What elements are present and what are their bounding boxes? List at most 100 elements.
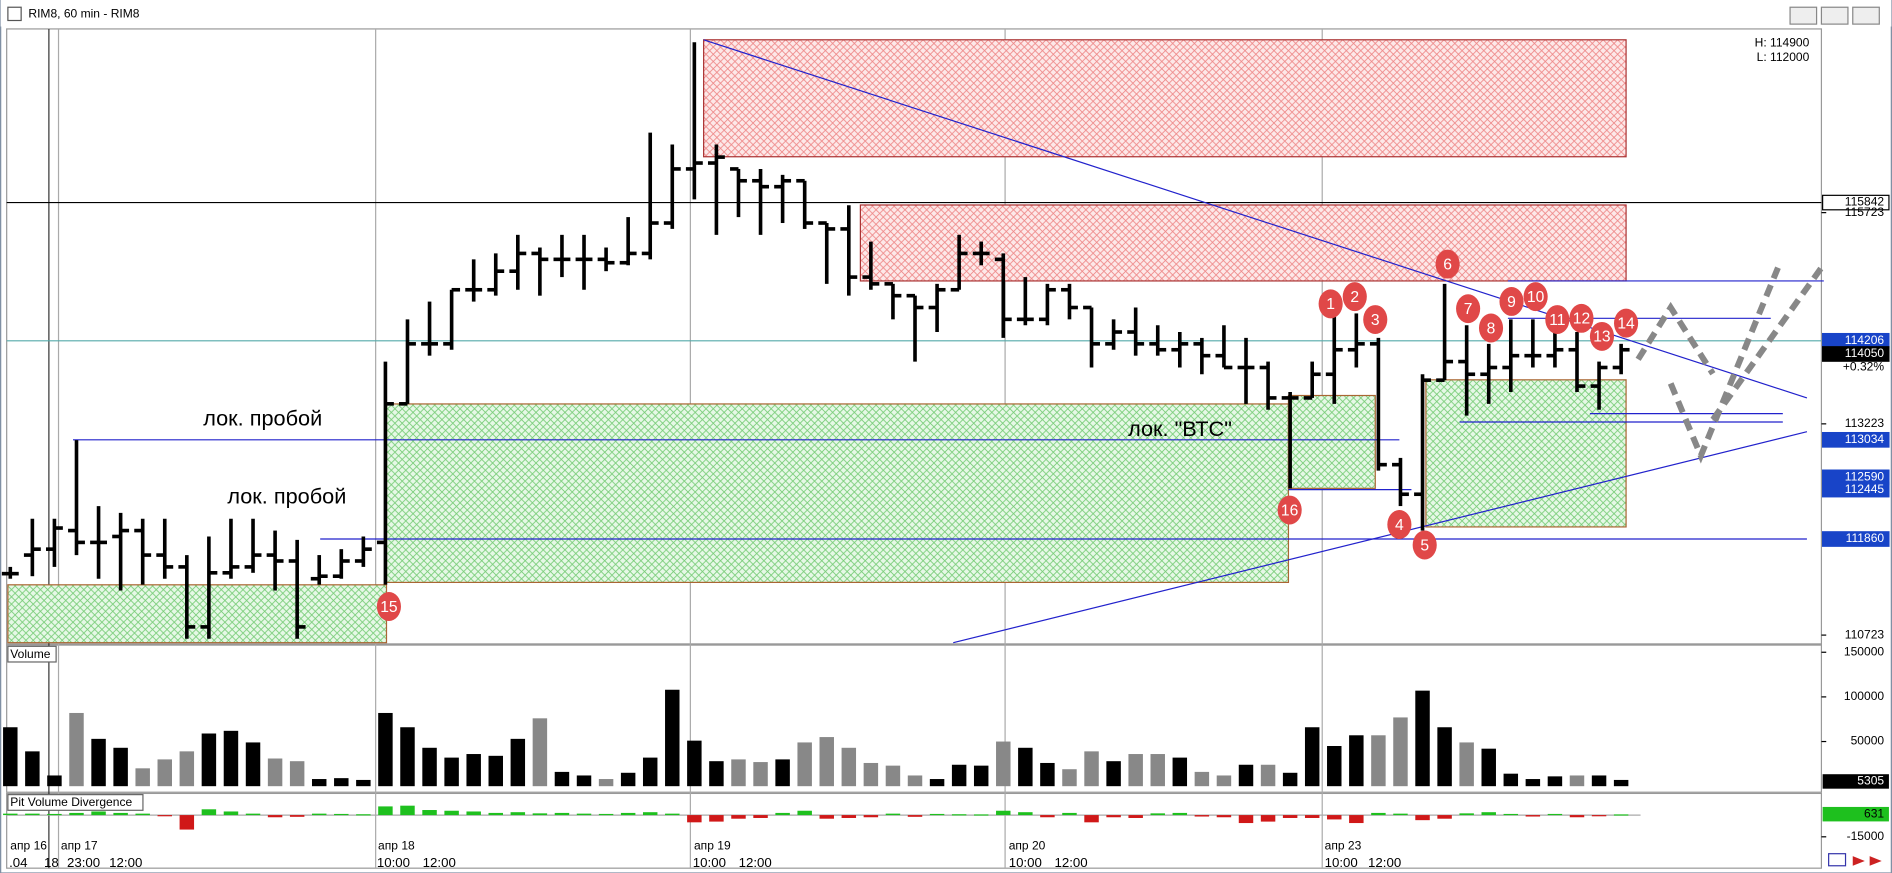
- divergence-bar: [245, 813, 261, 816]
- divergence-bar: [973, 814, 989, 816]
- marker-label: 12: [1573, 311, 1590, 328]
- divergence-bar: [1282, 815, 1298, 818]
- divergence-bar: [3, 813, 18, 816]
- divergence-bar: [1172, 812, 1188, 816]
- volume-bar: [1172, 757, 1188, 787]
- divergence-bar: [797, 810, 812, 816]
- link-icon[interactable]: [1828, 853, 1847, 867]
- last-label: 5305: [1857, 774, 1884, 788]
- marker-badge: [1499, 286, 1524, 316]
- marker-badge: [1456, 294, 1481, 324]
- divergence-bar: [223, 811, 239, 816]
- divergence-bar: [378, 806, 393, 816]
- marker-label: 15: [380, 599, 398, 616]
- time-label: 12:00: [739, 855, 772, 870]
- divergence-bar: [422, 810, 437, 816]
- volume-bar: [422, 747, 437, 787]
- date-label: апр 23: [1325, 839, 1362, 853]
- level-label: 112590: [1845, 470, 1885, 484]
- volume-bar: [157, 759, 172, 787]
- divergence-bar: [1349, 815, 1364, 824]
- divergence-bar: [1062, 812, 1077, 816]
- time-label: 12:00: [423, 855, 456, 870]
- marker-label: 7: [1464, 301, 1473, 318]
- volume-bar: [665, 689, 680, 787]
- time-label: 10:00: [377, 855, 410, 870]
- toolbar-icons: [1828, 853, 1882, 867]
- divergence-bar: [554, 812, 570, 816]
- divergence-bar: [1150, 813, 1165, 816]
- divergence-bar: [157, 815, 172, 817]
- divergence-bar: [25, 813, 40, 816]
- level-label: 114206: [1845, 333, 1885, 347]
- divergence-bar: [907, 815, 923, 817]
- marker-badge: [1387, 510, 1412, 539]
- volume-bar: [1525, 779, 1541, 787]
- divergence-bar: [709, 815, 724, 822]
- date-label: апр 18: [378, 839, 415, 853]
- volume-bar: [1437, 727, 1452, 787]
- y-tick-label: 113223: [1845, 416, 1885, 430]
- divergence-bar: [1415, 815, 1430, 821]
- volume-bar: [311, 779, 327, 787]
- divergence-bar: [1459, 813, 1474, 816]
- volume-bar: [1393, 717, 1408, 787]
- volume-bar: [532, 718, 548, 787]
- divergence-bar: [576, 813, 592, 816]
- volume-bar: [1018, 747, 1033, 787]
- divergence-bar: [642, 812, 658, 816]
- close-button[interactable]: [1852, 6, 1880, 25]
- pane-title: Volume: [10, 647, 50, 661]
- volume-bar: [1503, 773, 1519, 787]
- volume-bar: [1194, 771, 1210, 787]
- y-tick-label: 115723: [1845, 205, 1885, 219]
- divergence-bar: [731, 815, 746, 819]
- time-label: 10:00: [693, 855, 726, 870]
- divergence-bar: [334, 813, 349, 816]
- annotation: лок. "ВТС": [1128, 416, 1232, 441]
- arrow-icon[interactable]: [1869, 856, 1882, 866]
- volume-bar: [731, 759, 746, 787]
- divergence-bar: [665, 813, 680, 816]
- window-icon: [7, 6, 22, 22]
- volume-bar: [1304, 727, 1320, 787]
- volume-bar: [863, 762, 879, 787]
- volume-bar: [1282, 772, 1298, 787]
- volume-bar: [378, 712, 393, 787]
- volume-bar: [488, 755, 503, 787]
- divergence-bar: [532, 813, 548, 816]
- volume-bar: [113, 747, 128, 787]
- marker-label: 5: [1420, 537, 1429, 554]
- divergence-bar: [775, 812, 790, 816]
- divergence-bar: [510, 812, 526, 816]
- volume-bar: [687, 740, 702, 787]
- volume-bar: [753, 762, 768, 787]
- divergence-bar: [863, 815, 879, 818]
- maximize-button[interactable]: [1820, 6, 1849, 25]
- volume-bar: [1238, 764, 1254, 787]
- last-box: [1822, 774, 1889, 789]
- marker-badge: [1342, 282, 1367, 312]
- divergence-bar: [598, 813, 614, 816]
- pane-frames: [6, 28, 1823, 869]
- marker-label: 13: [1593, 329, 1611, 346]
- date-label: апр 20: [1009, 839, 1046, 853]
- divergence-bar: [1503, 813, 1519, 816]
- volume-bar: [1613, 779, 1629, 787]
- volume-bar: [400, 727, 415, 787]
- divergence-bar: [1106, 815, 1121, 818]
- time-label: 23:00: [67, 855, 100, 870]
- level-box: [1822, 481, 1890, 498]
- divergence-bar: [1569, 815, 1585, 818]
- arrow-icon[interactable]: [1852, 856, 1865, 866]
- time-label: 12:00: [1368, 855, 1401, 870]
- date-label: апр 17: [61, 839, 98, 853]
- level-box: [1822, 194, 1890, 211]
- minimize-button[interactable]: [1789, 6, 1818, 25]
- marker-label: 11: [1549, 312, 1565, 329]
- volume-bar: [245, 742, 261, 787]
- divergence-bar: [1238, 815, 1254, 824]
- volume-bar: [179, 751, 195, 787]
- marker-badge: [376, 592, 401, 621]
